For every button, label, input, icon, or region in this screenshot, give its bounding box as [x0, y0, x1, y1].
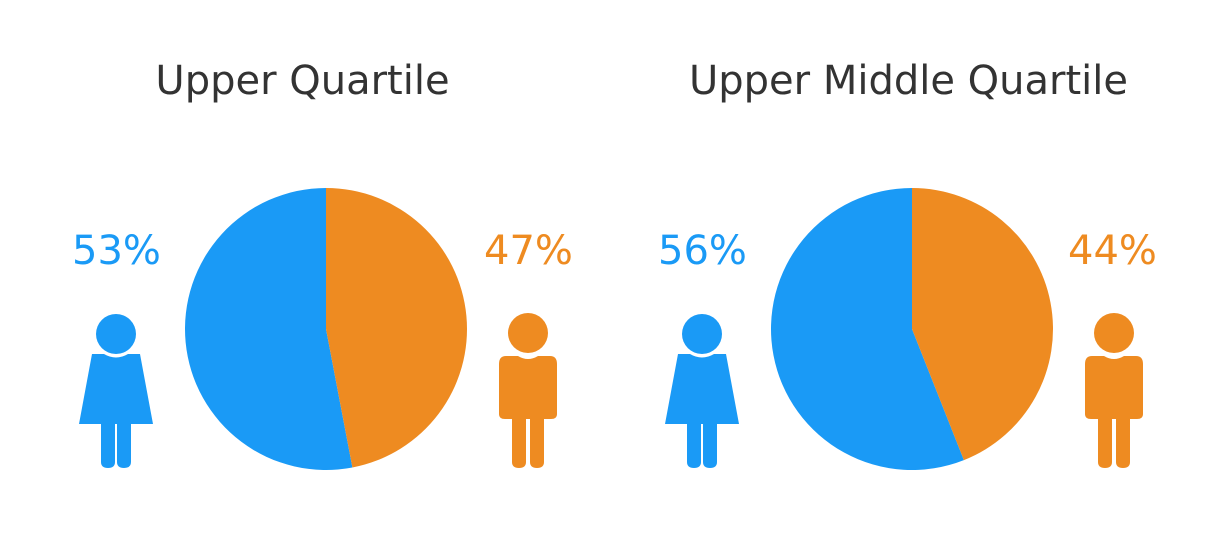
chart-panel-upper-quartile: Upper Quartile 53% 47% [0, 0, 605, 540]
chart-title: Upper Quartile [155, 58, 450, 104]
pie-slice-female [771, 188, 964, 470]
pie-chart [771, 188, 1053, 470]
pie-slice-male [326, 188, 467, 468]
male-percentage-label: 44% [1068, 228, 1157, 274]
female-person-icon [665, 314, 739, 468]
female-percentage-label: 53% [72, 228, 161, 274]
male-person-icon [499, 313, 557, 468]
chart-title: Upper Middle Quartile [689, 58, 1128, 104]
pie-chart [184, 188, 467, 470]
pie-slice-male [912, 188, 1053, 461]
pie-slice-female [184, 188, 353, 470]
chart-panel-upper-middle-quartile: Upper Middle Quartile 56% 44% [606, 0, 1211, 540]
female-person-icon [79, 314, 153, 468]
male-person-icon [1085, 313, 1143, 468]
male-percentage-label: 47% [484, 228, 573, 274]
female-percentage-label: 56% [658, 228, 747, 274]
